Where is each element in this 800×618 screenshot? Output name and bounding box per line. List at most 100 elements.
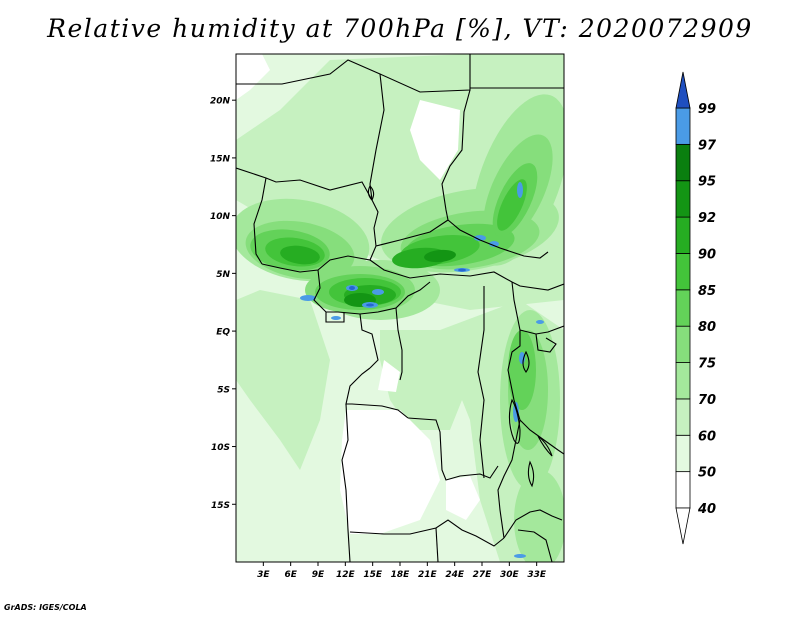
colorbar-box xyxy=(675,143,691,182)
lake-outline xyxy=(508,398,521,444)
humidity-contour xyxy=(536,320,544,324)
lat-tick-label: 10S xyxy=(211,443,230,453)
colorbar-label: 60 xyxy=(698,429,716,444)
border-line xyxy=(369,259,564,291)
border-line xyxy=(435,527,439,562)
humidity-contour xyxy=(489,241,499,247)
colorbar-box xyxy=(675,180,691,218)
humidity-contour xyxy=(446,476,480,520)
lon-tick-label: 27E xyxy=(473,570,493,580)
border-line xyxy=(407,417,499,481)
humidity-contour xyxy=(372,289,384,295)
colorbar-box xyxy=(675,434,691,473)
lon-tick-label: 3E xyxy=(257,570,270,580)
border-line xyxy=(369,73,385,201)
humidity-field xyxy=(236,54,564,562)
border-line xyxy=(517,529,553,562)
border-line xyxy=(359,313,379,369)
lon-tick-label: 18E xyxy=(391,570,411,580)
humidity-contour xyxy=(474,235,486,241)
border-line xyxy=(341,403,351,562)
border-line xyxy=(349,519,505,547)
border-line xyxy=(535,333,557,353)
lake-outline xyxy=(527,460,535,488)
axis-ticks: 20N 15N 10N 5N EQ 5S 10S 15S 3E 6E 9E 12E 15E 18E 21E 2… xyxy=(210,97,547,580)
border-line xyxy=(325,312,345,323)
colorbar: 40 50 60 70 75 80 85 90 92 95 97 99 xyxy=(675,71,717,545)
colorbar-box xyxy=(675,398,691,436)
lon-tick-label: 21E xyxy=(418,570,438,580)
humidity-contour xyxy=(280,245,320,265)
lon-tick-label: 30E xyxy=(500,570,520,580)
colorbar-label: 85 xyxy=(698,284,716,299)
colorbar-label: 40 xyxy=(697,502,716,517)
lake-outline xyxy=(367,185,375,201)
country-borders xyxy=(236,54,564,562)
colorbar-box xyxy=(675,216,691,254)
colorbar-box xyxy=(675,325,691,363)
colorbar-box xyxy=(675,362,691,400)
lat-tick-label: 5N xyxy=(216,270,230,280)
border-line xyxy=(375,219,449,247)
humidity-contour xyxy=(514,470,564,562)
map-panel: 20N 15N 10N 5N EQ 5S 10S 15S 3E 6E 9E 12E 15E 18E 21E 2… xyxy=(210,53,565,580)
lat-tick-label: EQ xyxy=(216,328,230,338)
humidity-contour xyxy=(514,554,526,558)
humidity-contour xyxy=(366,303,374,307)
humidity-contour xyxy=(300,295,316,301)
lon-tick-label: 9E xyxy=(312,570,325,580)
lon-tick-label: 15E xyxy=(363,570,383,580)
humidity-contour xyxy=(513,402,519,422)
colorbar-bottom-arrow xyxy=(675,507,691,545)
colorbar-top-arrow xyxy=(675,71,691,109)
lake-outlines xyxy=(367,185,553,488)
border-line xyxy=(441,89,471,221)
border-line xyxy=(477,286,485,479)
lake-outline xyxy=(522,350,530,373)
colorbar-label: 50 xyxy=(698,466,716,481)
colorbar-box xyxy=(675,107,691,145)
border-line xyxy=(447,219,549,259)
colorbar-box xyxy=(675,289,691,327)
lon-tick-label: 6E xyxy=(284,570,297,580)
border-line xyxy=(236,54,471,93)
colorbar-label: 90 xyxy=(698,247,716,262)
colorbar-label: 80 xyxy=(698,320,716,335)
grads-credit: GrADS: IGES/COLA xyxy=(4,603,87,612)
border-line xyxy=(519,325,564,335)
humidity-contour xyxy=(410,100,460,180)
lake-outline xyxy=(537,435,553,457)
lat-tick-label: 15S xyxy=(211,501,230,511)
lat-tick-label: 15N xyxy=(210,154,231,164)
humidity-contour xyxy=(517,182,523,198)
colorbar-label: 95 xyxy=(698,175,716,190)
lon-tick-label: 12E xyxy=(336,570,356,580)
humidity-contour xyxy=(236,290,330,470)
border-line xyxy=(345,367,409,419)
colorbar-label: 99 xyxy=(698,102,716,117)
humidity-contour xyxy=(458,268,466,272)
humidity-contour xyxy=(331,316,341,320)
chart-title: Relative humidity at 700hPa [%], VT: 202… xyxy=(47,14,753,43)
humidity-contour xyxy=(378,360,400,392)
border-line xyxy=(261,245,377,273)
colorbar-box xyxy=(675,253,691,291)
humidity-contour xyxy=(340,410,440,534)
lat-tick-label: 20N xyxy=(210,97,231,107)
border-line xyxy=(497,281,521,539)
humidity-contour xyxy=(349,286,355,290)
border-line xyxy=(395,307,403,381)
lon-tick-label: 33E xyxy=(527,570,547,580)
humidity-contour xyxy=(236,54,270,100)
border-line xyxy=(503,509,563,539)
lat-tick-label: 5S xyxy=(217,385,230,395)
lat-tick-label: 10N xyxy=(210,212,231,222)
border-line xyxy=(519,419,564,455)
colorbar-box xyxy=(675,471,691,509)
border-line xyxy=(253,177,267,265)
border-line xyxy=(371,199,379,247)
humidity-contour xyxy=(508,330,536,410)
colorbar-label: 70 xyxy=(698,393,716,408)
colorbar-label: 97 xyxy=(698,138,717,153)
